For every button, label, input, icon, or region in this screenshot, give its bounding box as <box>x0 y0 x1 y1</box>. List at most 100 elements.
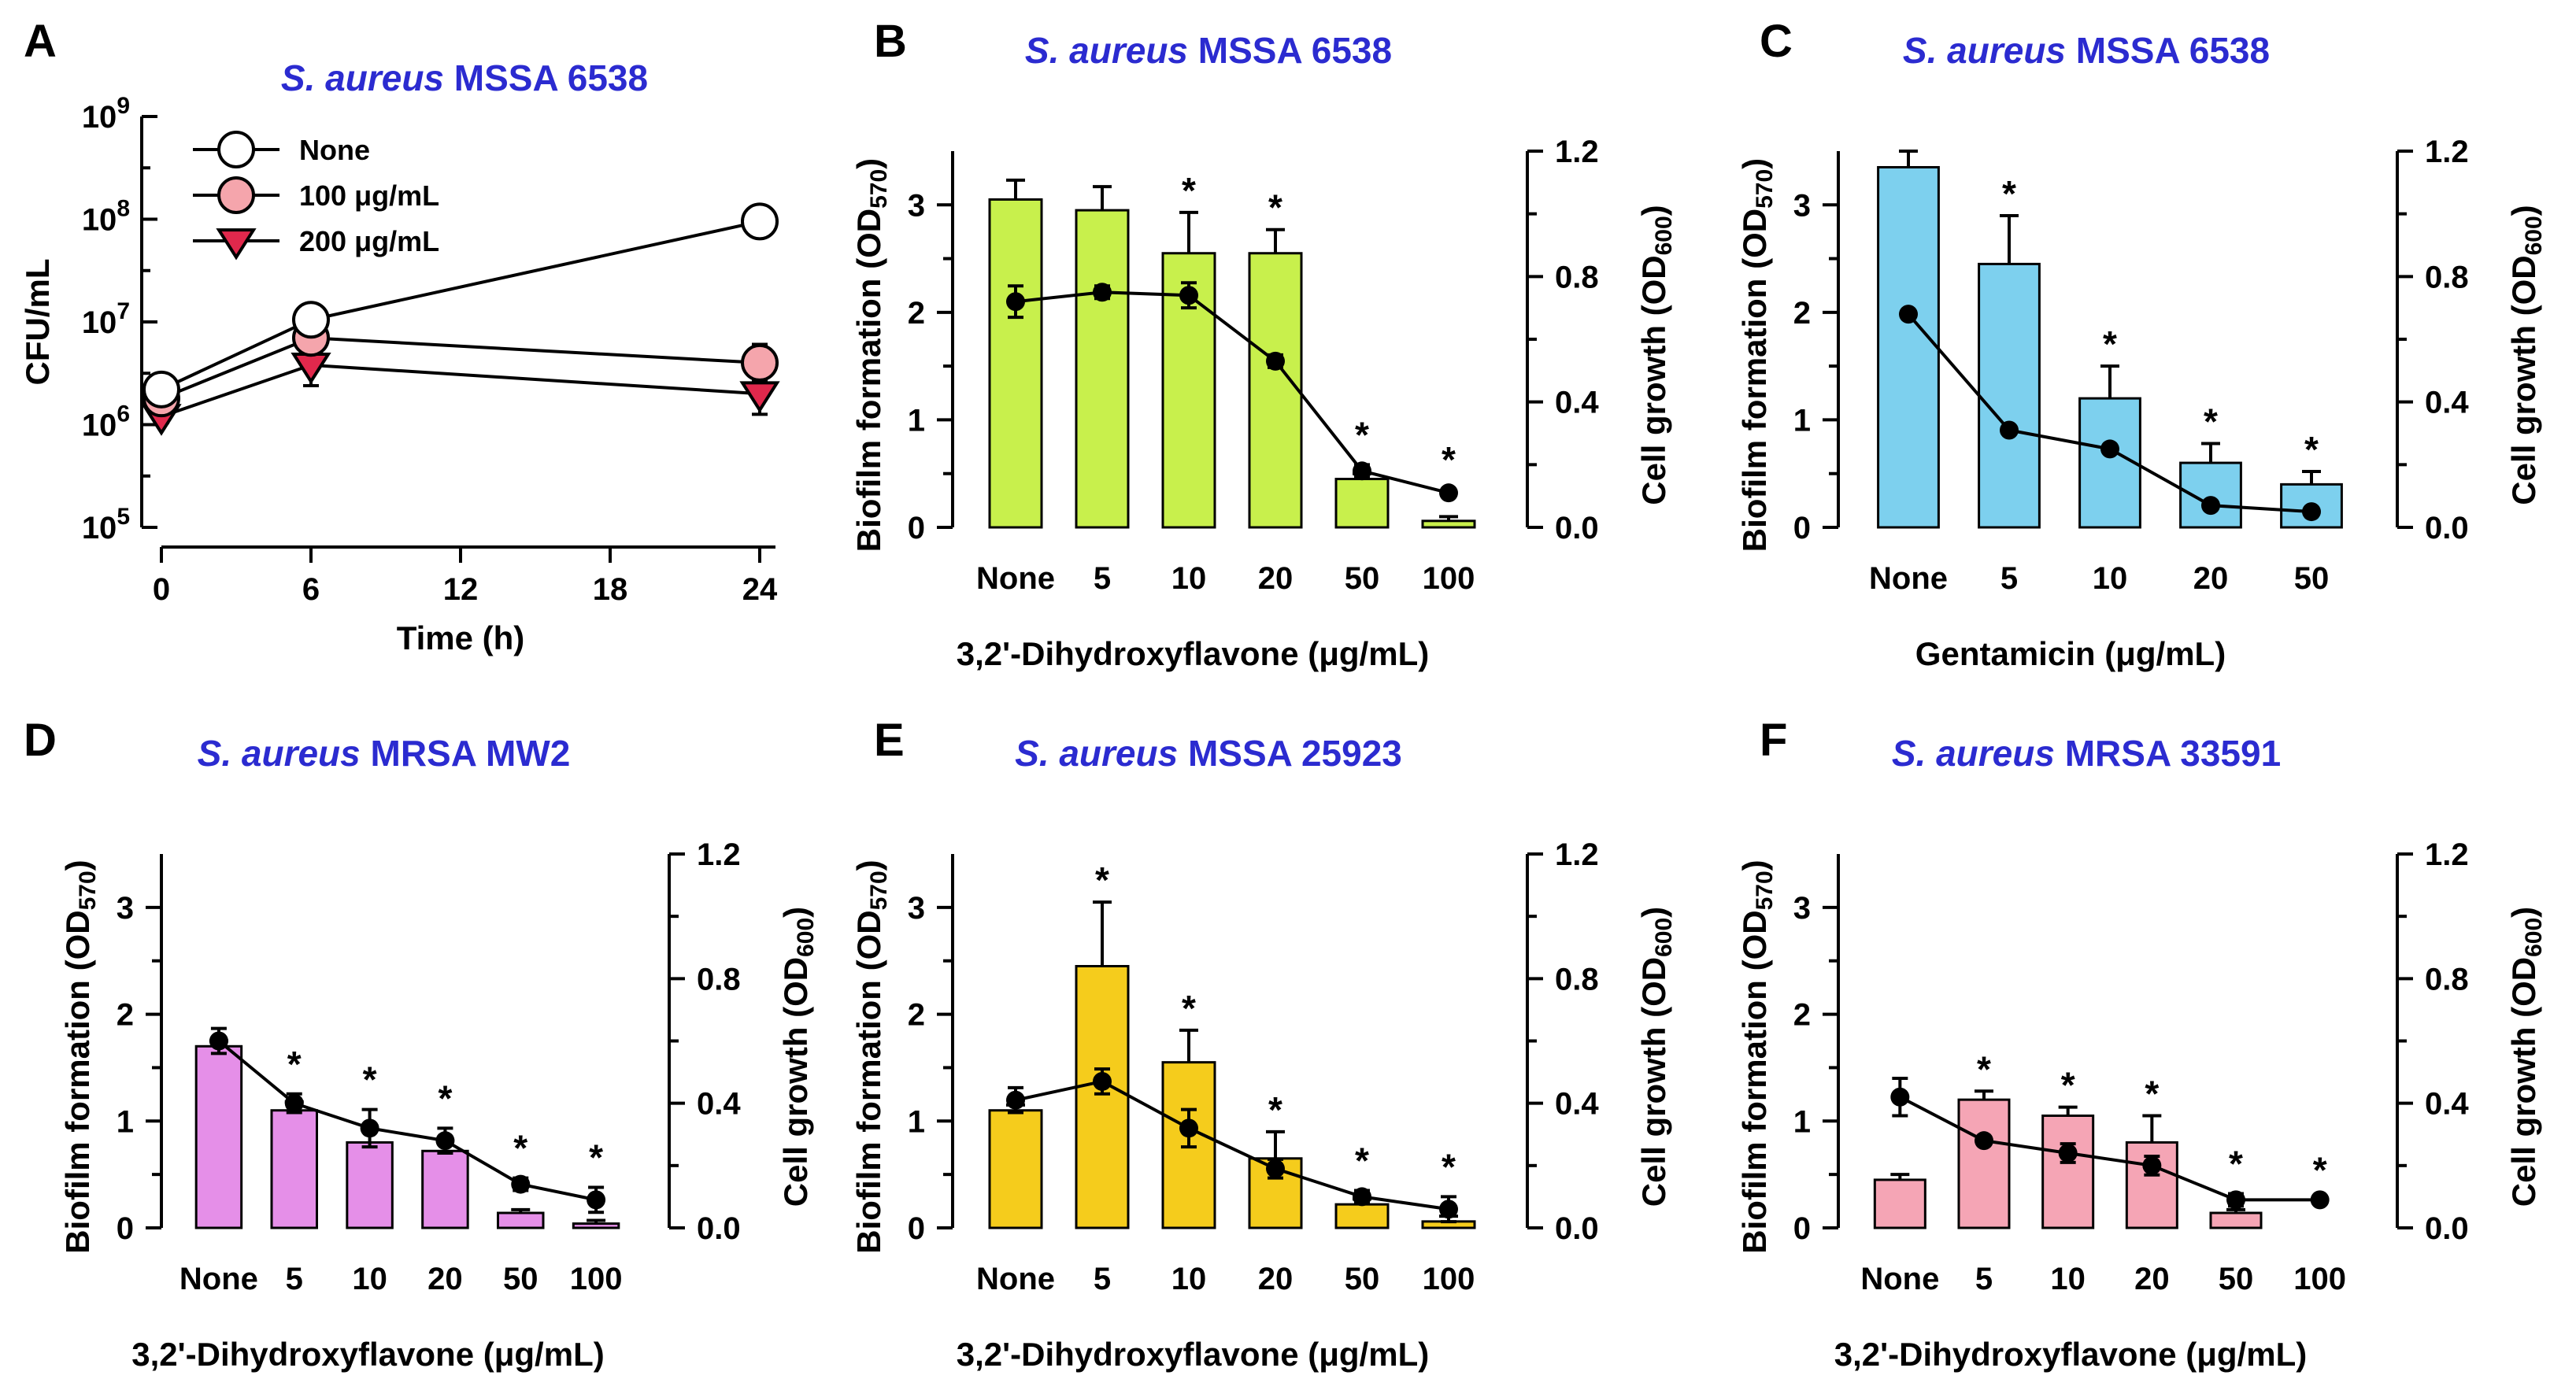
y-tick-label-left: 0 <box>1793 511 1811 545</box>
y-tick-label-left: 3 <box>1793 188 1811 223</box>
growth-point <box>1353 1187 1371 1207</box>
bar <box>497 1211 545 1229</box>
growth-point <box>1266 351 1285 371</box>
bar <box>988 198 1043 529</box>
y-tick-label-left: 2 <box>908 296 925 331</box>
x-tick-label: 50 <box>2219 1262 2254 1296</box>
title-strain: MSSA 6538 <box>1188 30 1392 71</box>
x-tick-label: 18 <box>593 572 628 607</box>
x-tick-label: None <box>1869 561 1948 596</box>
tick-exponent: 7 <box>117 298 130 324</box>
y-tick-label-right: 0.8 <box>1555 260 1599 294</box>
growth-point <box>435 1131 455 1151</box>
y-tick-label-right: 0.0 <box>697 1211 741 1246</box>
x-axis-title: 3,2'-Dihydroxyflavone (μg/mL) <box>957 635 1429 672</box>
title-species: S. aureus <box>1025 30 1188 71</box>
y-tick-label-right: 0.8 <box>2425 962 2469 996</box>
growth-line <box>1015 290 1449 495</box>
x-tick-label: None <box>180 1262 258 1296</box>
y-axis-title-left: Biofilm formation (OD570) <box>850 860 892 1253</box>
axis-title-main: Biofilm formation (OD <box>59 910 96 1253</box>
panel-title: S. aureus MRSA 33591 <box>1892 733 2281 774</box>
y-tick-label: 106 <box>82 401 130 443</box>
tick-exponent: 6 <box>117 401 130 427</box>
significance-star: * <box>1977 1048 1991 1089</box>
y-tick-label-right: 0.4 <box>697 1087 741 1122</box>
bar <box>572 1222 620 1229</box>
legend-label: 100 μg/mL <box>299 179 439 212</box>
x-tick-label: 50 <box>2294 561 2330 596</box>
y-tick-label-right: 0.8 <box>1555 962 1599 996</box>
y-tick-label-left: 1 <box>117 1104 134 1139</box>
tick-exponent: 8 <box>117 196 130 222</box>
x-tick-label: 10 <box>352 1262 387 1296</box>
y-tick-label: 108 <box>82 196 130 238</box>
axis-title-main: Cell growth (OD <box>1635 255 1672 505</box>
significance-star: * <box>2313 1149 2327 1190</box>
growth-point <box>284 1093 304 1113</box>
growth-point <box>1439 483 1458 503</box>
growth-point <box>2201 496 2220 516</box>
x-tick-label: 10 <box>2050 1262 2086 1296</box>
growth-point <box>1890 1087 1910 1107</box>
significance-star: * <box>1095 860 1109 900</box>
y-tick-label-right: 1.2 <box>697 837 741 872</box>
y-tick-label-left: 0 <box>908 1211 925 1246</box>
y-tick-label-left: 2 <box>1793 998 1811 1033</box>
y-tick-label-left: 1 <box>908 1104 925 1139</box>
x-axis-title: Gentamicin (μg/mL) <box>1915 635 2226 672</box>
x-tick-label: 5 <box>1094 1262 1111 1296</box>
panel-title: S. aureus MRSA MW2 <box>198 733 571 774</box>
y-tick-label: 105 <box>82 504 130 545</box>
axis-title-main: Cell growth (OD <box>2505 255 2542 505</box>
significance-star: * <box>2304 429 2319 470</box>
bar <box>1873 1178 1926 1229</box>
axis-title-close: ) <box>59 860 96 871</box>
panel-b: B S. aureus MSSA 6538 0 1 2 3 0.0 0.4 0.8 1.2 Biof… <box>850 16 1677 672</box>
axis-title-subscript: 570 <box>866 169 892 209</box>
panel-title: S. aureus MSSA 6538 <box>1025 30 1392 71</box>
x-tick-label: 20 <box>427 1262 463 1296</box>
axis-title-close: ) <box>1635 205 1672 216</box>
panel-title: S. aureus MSSA 6538 <box>1903 30 2270 71</box>
y-tick-label-right: 1.2 <box>2425 837 2469 872</box>
y-tick-label-right: 0.0 <box>1555 1211 1599 1246</box>
x-tick-label: 20 <box>2134 1262 2170 1296</box>
y-tick-label-right: 0.8 <box>2425 260 2469 294</box>
y-axis-title-left: Biofilm formation (OD570) <box>59 860 101 1253</box>
axis-title-main: Cell growth (OD <box>1635 957 1672 1207</box>
y-tick-label-left: 2 <box>908 998 925 1033</box>
growth-point <box>1439 1200 1458 1219</box>
growth-point <box>1266 1159 1285 1178</box>
y-axis-title-left: Biofilm formation (OD570) <box>1736 860 1778 1253</box>
title-species: S. aureus <box>1903 30 2066 71</box>
y-axis-title-left: Biofilm formation (OD570) <box>850 158 892 552</box>
title-species: S. aureus <box>281 57 444 98</box>
axis-title-main: Cell growth (OD <box>777 957 814 1207</box>
tick-base: 10 <box>82 100 117 135</box>
growth-point <box>2302 502 2321 522</box>
axis-title-close: ) <box>850 860 887 871</box>
y-axis-title-right: Cell growth (OD600) <box>2505 205 2547 505</box>
axis-title-main: Biofilm formation (OD <box>1736 910 1773 1253</box>
x-tick-label: 24 <box>742 572 778 607</box>
growth-point <box>1179 286 1198 305</box>
marker-circle <box>292 301 330 339</box>
x-tick-label: 10 <box>1171 561 1207 596</box>
y-tick-label-right: 0.0 <box>2425 1211 2469 1246</box>
y-tick-label-right: 0.4 <box>2425 1087 2469 1122</box>
y-tick-label-left: 1 <box>1793 403 1811 438</box>
significance-star: * <box>287 1044 302 1085</box>
x-tick-label: 100 <box>570 1262 623 1296</box>
y-tick-label-right: 1.2 <box>2425 135 2469 169</box>
panel-letter: E <box>874 715 905 766</box>
y-tick-label-left: 3 <box>117 891 134 926</box>
significance-star: * <box>2061 1065 2075 1106</box>
axis-title-close: ) <box>2505 907 2542 918</box>
y-tick-label-left: 1 <box>908 403 925 438</box>
y-tick-label-left: 2 <box>1793 296 1811 331</box>
significance-star: * <box>1268 187 1282 228</box>
marker-circle <box>217 176 255 214</box>
series-line <box>161 363 761 419</box>
